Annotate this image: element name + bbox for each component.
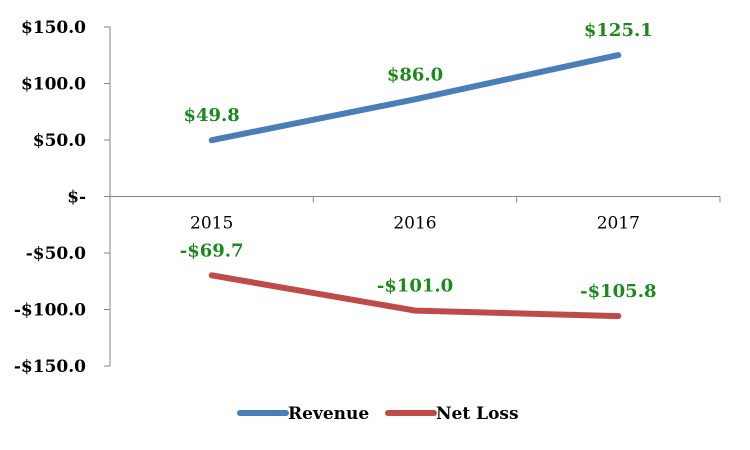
data-label: $125.1 <box>584 20 653 41</box>
legend: Revenue Net Loss <box>237 404 519 424</box>
series-line-revenue <box>208 52 622 144</box>
y-tick-label: -$50.0 <box>26 244 86 264</box>
series-lines <box>208 52 622 320</box>
tick-labels: $150.0 $100.0 $50.0 $- -$50.0 -$100.0 -$150.0 2… <box>14 18 640 377</box>
x-tick-label: 2017 <box>597 214 640 234</box>
legend-label: Revenue <box>288 404 369 424</box>
data-labels: $49.8 $86.0 $125.1 -$69.7 -$101.0 -$105.8 <box>180 20 657 302</box>
axes <box>104 26 721 367</box>
series-line-net-loss <box>208 272 622 320</box>
y-tick-label: $- <box>67 188 86 208</box>
data-label: $86.0 <box>387 64 443 85</box>
data-label: -$69.7 <box>180 240 244 261</box>
data-label: $49.8 <box>183 105 239 126</box>
y-tick-label: $50.0 <box>33 131 86 151</box>
x-tick-label: 2015 <box>190 214 233 234</box>
x-tick-label: 2016 <box>393 214 436 234</box>
data-label: -$105.8 <box>580 281 656 302</box>
y-tick-label: -$100.0 <box>14 301 86 321</box>
legend-label: Net Loss <box>436 404 519 424</box>
data-label: -$101.0 <box>377 276 453 297</box>
y-tick-label: -$150.0 <box>14 357 86 377</box>
y-tick-label: $150.0 <box>21 18 86 38</box>
y-tick-label: $100.0 <box>21 75 86 95</box>
